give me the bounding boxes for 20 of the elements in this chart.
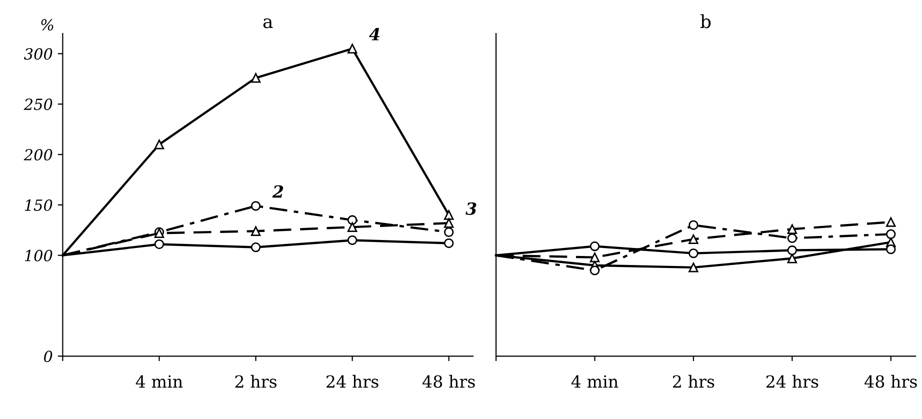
y-tick-label: 150 [24,199,52,211]
x-tick-label: 4 min [571,375,618,388]
y-tick-label: 100 [24,250,52,262]
series-label: 4 [369,28,380,40]
chart-title: b [700,14,711,28]
x-tick-label: 2 hrs [673,374,714,388]
x-tick-label: 48 hrs [422,374,475,388]
x-tick-label: 4 min [136,375,183,388]
x-tick-label: 24 hrs [326,374,378,388]
x-tick-label: 24 hrs [766,374,818,388]
y-axis-title: % [41,19,54,31]
y-tick-label: 200 [24,148,52,161]
y-tick-label: 0 [44,350,52,362]
chart-title: a [263,18,273,28]
x-tick-label: 48 hrs [864,374,917,388]
series-label: 3 [466,202,476,215]
series-label: 2 [272,185,284,198]
x-tick-label: 2 hrs [235,374,276,388]
y-tick-label: 250 [24,98,52,110]
y-tick-label: 300 [24,48,52,60]
